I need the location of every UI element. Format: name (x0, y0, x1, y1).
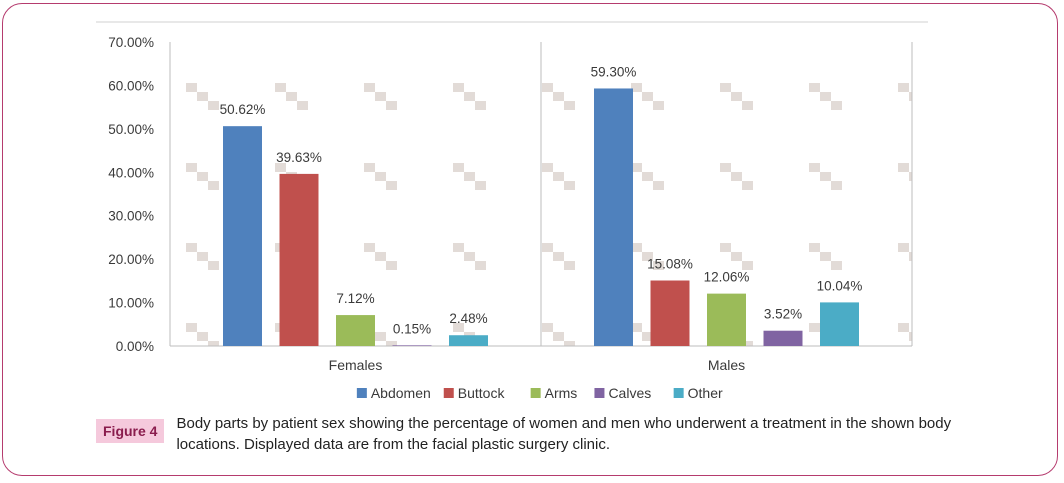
legend-swatch-arms (530, 388, 541, 398)
data-label: 39.63% (276, 150, 322, 165)
legend-label-abdomen: Abdomen (371, 385, 431, 401)
bar-buttock-males (650, 280, 690, 346)
bar-arms-males (707, 293, 746, 346)
bar-arms-females (336, 315, 375, 346)
legend-label-calves: Calves (608, 385, 651, 401)
legend-swatch-calves (594, 388, 605, 398)
legend-swatch-abdomen (356, 388, 367, 398)
bar-abdomen-males (594, 88, 633, 347)
bar-other-females (449, 335, 488, 346)
data-label: 3.52% (764, 307, 802, 322)
y-tick-label: 50.00% (108, 122, 154, 137)
bar-abdomen-females (223, 126, 262, 346)
y-tick-label: 0.00% (116, 339, 154, 354)
y-tick-label: 70.00% (108, 35, 154, 50)
legend-swatch-other (673, 388, 684, 398)
legend-label-other: Other (688, 385, 723, 401)
x-category-label: Males (708, 357, 745, 373)
y-tick-label: 40.00% (108, 165, 154, 180)
data-label: 50.62% (220, 102, 266, 117)
legend-label-arms: Arms (545, 385, 578, 401)
bar-buttock-females (279, 173, 319, 346)
legend-swatch-buttock (443, 388, 454, 398)
x-category-label: Females (329, 357, 383, 373)
caption-text: Body parts by patient sex showing the pe… (176, 415, 952, 453)
bar-calves-females (392, 345, 432, 346)
figure-caption: Figure 4 Body parts by patient sex showi… (96, 413, 996, 455)
y-tick-label: 10.00% (108, 296, 154, 311)
y-tick-label: 30.00% (108, 209, 154, 224)
y-tick-label: 60.00% (108, 78, 154, 93)
data-label: 2.48% (449, 311, 487, 326)
figure-frame (2, 3, 1058, 476)
data-label: 59.30% (591, 64, 637, 79)
bar-chart: 0.00% 10.00% 20.00% 30.00% 40.00% 50.00% 60.00… (96, 21, 928, 401)
legend-label-buttock: Buttock (458, 385, 506, 401)
figure-label: Figure 4 (96, 419, 165, 443)
data-label: 12.06% (704, 270, 750, 285)
y-tick-label: 20.00% (108, 252, 154, 267)
bar-calves-males (763, 330, 803, 346)
data-label: 0.15% (393, 321, 431, 336)
data-label: 7.12% (336, 291, 374, 306)
data-label: 10.04% (817, 278, 863, 293)
data-label: 15.08% (647, 257, 693, 272)
bar-other-males (820, 302, 859, 346)
